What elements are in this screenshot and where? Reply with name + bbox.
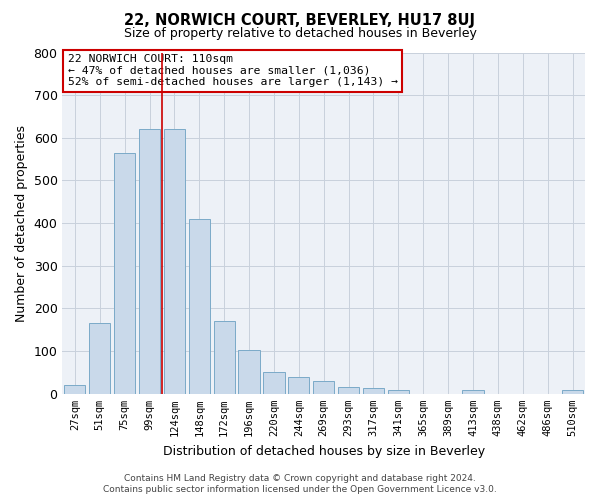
Bar (164, 130, 185, 394)
Bar (338, 388, 359, 394)
Bar (114, 153, 135, 394)
Text: Size of property relative to detached houses in Beverley: Size of property relative to detached ho… (124, 28, 476, 40)
Bar (214, 322, 235, 394)
X-axis label: Distribution of detached houses by size in Beverley: Distribution of detached houses by size … (163, 444, 485, 458)
Bar (463, 390, 484, 394)
Bar (189, 219, 210, 394)
Bar (238, 350, 260, 394)
Bar (288, 376, 310, 394)
Bar (139, 130, 160, 394)
Bar (562, 390, 583, 394)
Bar (89, 324, 110, 394)
Bar (363, 388, 384, 394)
Bar (263, 372, 284, 394)
Text: 22, NORWICH COURT, BEVERLEY, HU17 8UJ: 22, NORWICH COURT, BEVERLEY, HU17 8UJ (125, 12, 476, 28)
Bar (313, 381, 334, 394)
Bar (388, 390, 409, 394)
Text: Contains HM Land Registry data © Crown copyright and database right 2024.
Contai: Contains HM Land Registry data © Crown c… (103, 474, 497, 494)
Y-axis label: Number of detached properties: Number of detached properties (15, 124, 28, 322)
Bar (64, 386, 85, 394)
Text: 22 NORWICH COURT: 110sqm
← 47% of detached houses are smaller (1,036)
52% of sem: 22 NORWICH COURT: 110sqm ← 47% of detach… (68, 54, 398, 88)
